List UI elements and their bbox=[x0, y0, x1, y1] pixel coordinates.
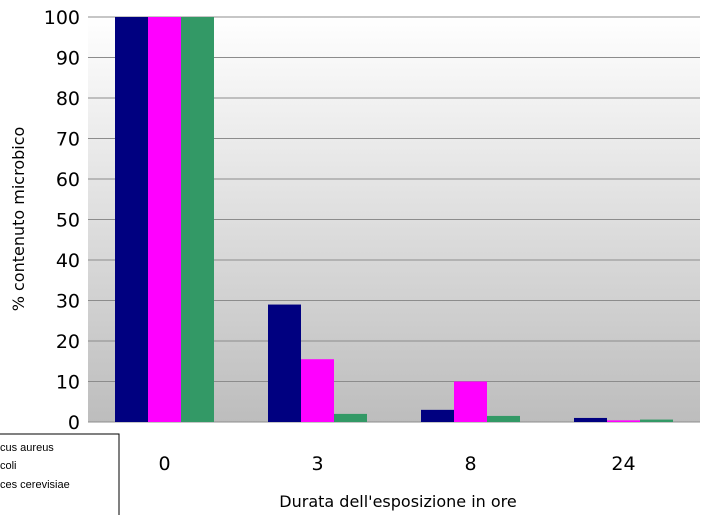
bar-series2-cat-24 bbox=[607, 420, 640, 422]
x-tick-label: 24 bbox=[611, 453, 635, 475]
legend-entry-1: cus aureus bbox=[0, 442, 54, 454]
bar-series3-cat-8 bbox=[487, 415, 520, 422]
bar-series1-cat-8 bbox=[421, 409, 454, 422]
y-tick-label: 60 bbox=[56, 169, 80, 191]
legend: cus aureus coli ces cerevisiae bbox=[0, 433, 120, 515]
bar-series3-cat-24 bbox=[640, 419, 673, 422]
bar-series3-cat-0 bbox=[181, 17, 214, 422]
legend-box bbox=[0, 433, 120, 515]
y-tick-label: 100 bbox=[44, 7, 80, 29]
y-tick-labels: 0 10 20 30 40 50 60 70 80 90 100 bbox=[44, 7, 80, 434]
x-tick-label: 8 bbox=[464, 453, 476, 475]
y-tick-label: 90 bbox=[56, 48, 80, 70]
x-tick-label: 0 bbox=[158, 453, 170, 475]
x-tick-labels: 0 3 8 24 bbox=[158, 453, 635, 475]
y-tick-label: 30 bbox=[56, 291, 80, 313]
legend-entry-2: coli bbox=[0, 460, 17, 472]
bar-series2-cat-3 bbox=[301, 359, 334, 422]
y-tick-label: 80 bbox=[56, 88, 80, 110]
x-axis-label: Durata dell'esposizione in ore bbox=[279, 492, 516, 511]
y-tick-label: 0 bbox=[68, 412, 80, 434]
bar-series2-cat-8 bbox=[454, 381, 487, 422]
bars bbox=[115, 17, 673, 422]
y-tick-label: 20 bbox=[56, 331, 80, 353]
bar-series2-cat-0 bbox=[148, 17, 181, 422]
bar-series1-cat-3 bbox=[268, 304, 301, 422]
legend-entry-3: ces cerevisiae bbox=[0, 479, 70, 491]
y-tick-label: 10 bbox=[56, 372, 80, 394]
y-tick-label: 70 bbox=[56, 129, 80, 151]
y-axis-label: % contenuto microbico bbox=[9, 127, 28, 312]
bar-series1-cat-0 bbox=[115, 17, 148, 422]
y-tick-label: 50 bbox=[56, 210, 80, 232]
x-tick-label: 3 bbox=[311, 453, 323, 475]
bar-series1-cat-24 bbox=[574, 417, 607, 422]
bar-series3-cat-3 bbox=[334, 413, 367, 422]
y-tick-label: 40 bbox=[56, 250, 80, 272]
